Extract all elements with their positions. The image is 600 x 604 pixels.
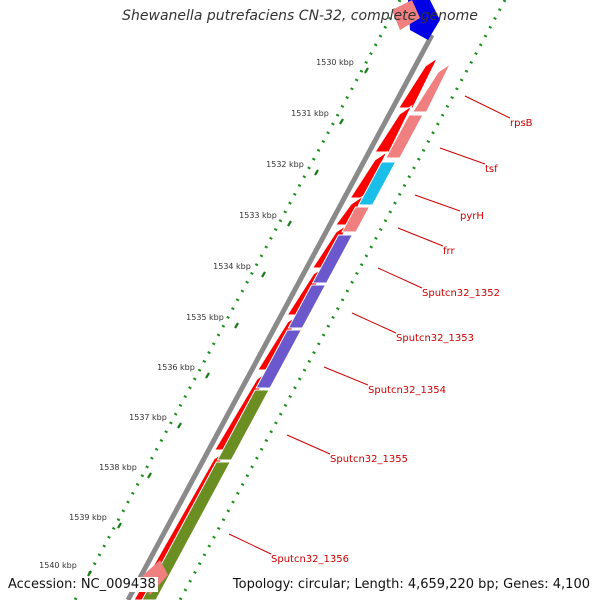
gene-label: Sputcn32_1356 [271,554,349,565]
gc-content-trace-inner [178,0,507,601]
gene-label: tsf [485,164,498,175]
tick-label: 1531 kbp [291,109,329,118]
tick-label: 1534 kbp [213,262,251,271]
gene-label: pyrH [460,211,484,222]
tick-label: 1532 kbp [266,160,304,169]
gene-features [133,0,452,601]
gene-label: rpsB [510,118,533,129]
cds-feature [397,56,439,109]
tick-mark [117,522,122,529]
tick-mark [177,422,182,429]
map-title: Shewanella putrefaciens CN-32, complete … [122,8,478,24]
label-leader-line [351,312,397,334]
tick-label: 1540 kbp [39,561,77,570]
gene-pyrH [357,161,397,206]
label-leader-line [397,227,444,247]
accession-text: Accession: NC_009438 [6,577,158,592]
tick-mark [339,118,344,125]
gene-label: Sputcn32_1354 [368,385,446,396]
tick-label: 1536 kbp [157,363,195,372]
tick-label: 1539 kbp [69,513,107,522]
tick-label: 1538 kbp [99,463,137,472]
tick-label: 1537 kbp [129,413,167,422]
tick-mark [234,322,239,329]
gene-tsf [384,114,424,159]
gc-content-trace-outer [73,0,402,601]
tick-mark [261,271,266,278]
gene-label: Sputcn32_1353 [396,333,474,344]
genome-summary-text: Topology: circular; Length: 4,659,220 bp… [230,577,592,592]
tick-mark [205,372,210,379]
label-leader-line [464,95,511,119]
gene-frr [341,206,371,233]
tick-mark [314,169,319,176]
label-leader-line [286,434,331,455]
tick-mark [287,220,292,227]
label-leader-line [377,267,423,289]
gene-label: Sputcn32_1352 [422,288,500,299]
gene-Sputcn32_1355 [216,389,270,461]
gene-Sputcn32_1352 [311,234,354,284]
label-leader-line [228,533,272,555]
label-leader-line [414,194,461,212]
gene-rpsB [411,62,452,113]
tick-label: 1535 kbp [186,313,224,322]
gene-Sputcn32_1354 [255,329,303,389]
kbp-scale: 1530 kbp 1531 kbp 1532 kbp 1533 kbp 1534 kbp… [39,58,369,577]
gene-label: Sputcn32_1355 [330,454,408,465]
label-leader-line [439,147,486,165]
label-leader-line [323,366,369,386]
gene-Sputcn32_1353 [287,284,327,329]
gene-labels: rpsB tsf pyrH frr Sputcn32_1352 Sputcn32_1353… [228,95,533,565]
tick-mark [364,67,369,74]
tick-label: 1530 kbp [316,58,354,67]
genome-backbone [125,33,435,602]
tick-mark [147,472,152,479]
tick-label: 1533 kbp [239,211,277,220]
gene-label: frr [443,246,455,257]
tick-mark [87,570,92,577]
gene-top-pink [392,0,420,30]
